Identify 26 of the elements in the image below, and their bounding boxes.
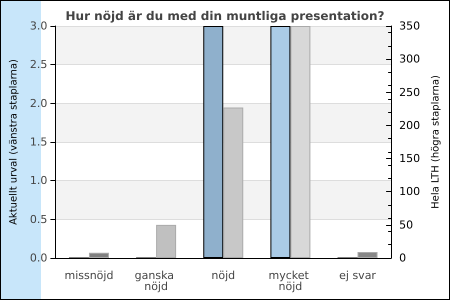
y-tick-label: 0.0	[30, 252, 48, 264]
x-tick-label: mycket nöjd	[268, 269, 312, 293]
chart-title: Hur nöjd är du med din muntliga presentation?	[65, 9, 385, 23]
x-tick-label: ej svar	[339, 269, 376, 282]
y-tick-label: 0.5	[30, 212, 48, 226]
y-tick-label: 2.0	[30, 96, 48, 110]
y2-tick-label: 350	[399, 20, 420, 32]
y2-tick-label: 150	[399, 152, 420, 166]
y2-tick-label: 0	[399, 252, 406, 264]
y2-axis-title: Hela LTH (högra staplarna)	[430, 75, 442, 209]
y-tick-label: 1.0	[30, 174, 48, 188]
y2-tick-label: 250	[399, 86, 420, 99]
x-tick-label: nöjd	[211, 269, 236, 282]
x-tick-label: missnöjd	[64, 269, 114, 282]
y-tick-label: 1.5	[30, 136, 48, 148]
x-tick-label: ganska nöjd	[134, 269, 178, 293]
y2-tick-label: 200	[399, 118, 420, 132]
y2-tick-label: 300	[399, 52, 420, 66]
bar	[358, 252, 378, 258]
y2-tick-label: 50	[399, 218, 414, 232]
bar	[156, 224, 176, 258]
y-axis-title: Aktuellt urval (vänstra staplarna)	[8, 59, 20, 225]
y2-tick-label: 100	[399, 185, 420, 198]
y-tick-label: 2.5	[30, 58, 48, 72]
bar	[88, 252, 109, 258]
y-tick-label: 3.0	[30, 20, 48, 32]
